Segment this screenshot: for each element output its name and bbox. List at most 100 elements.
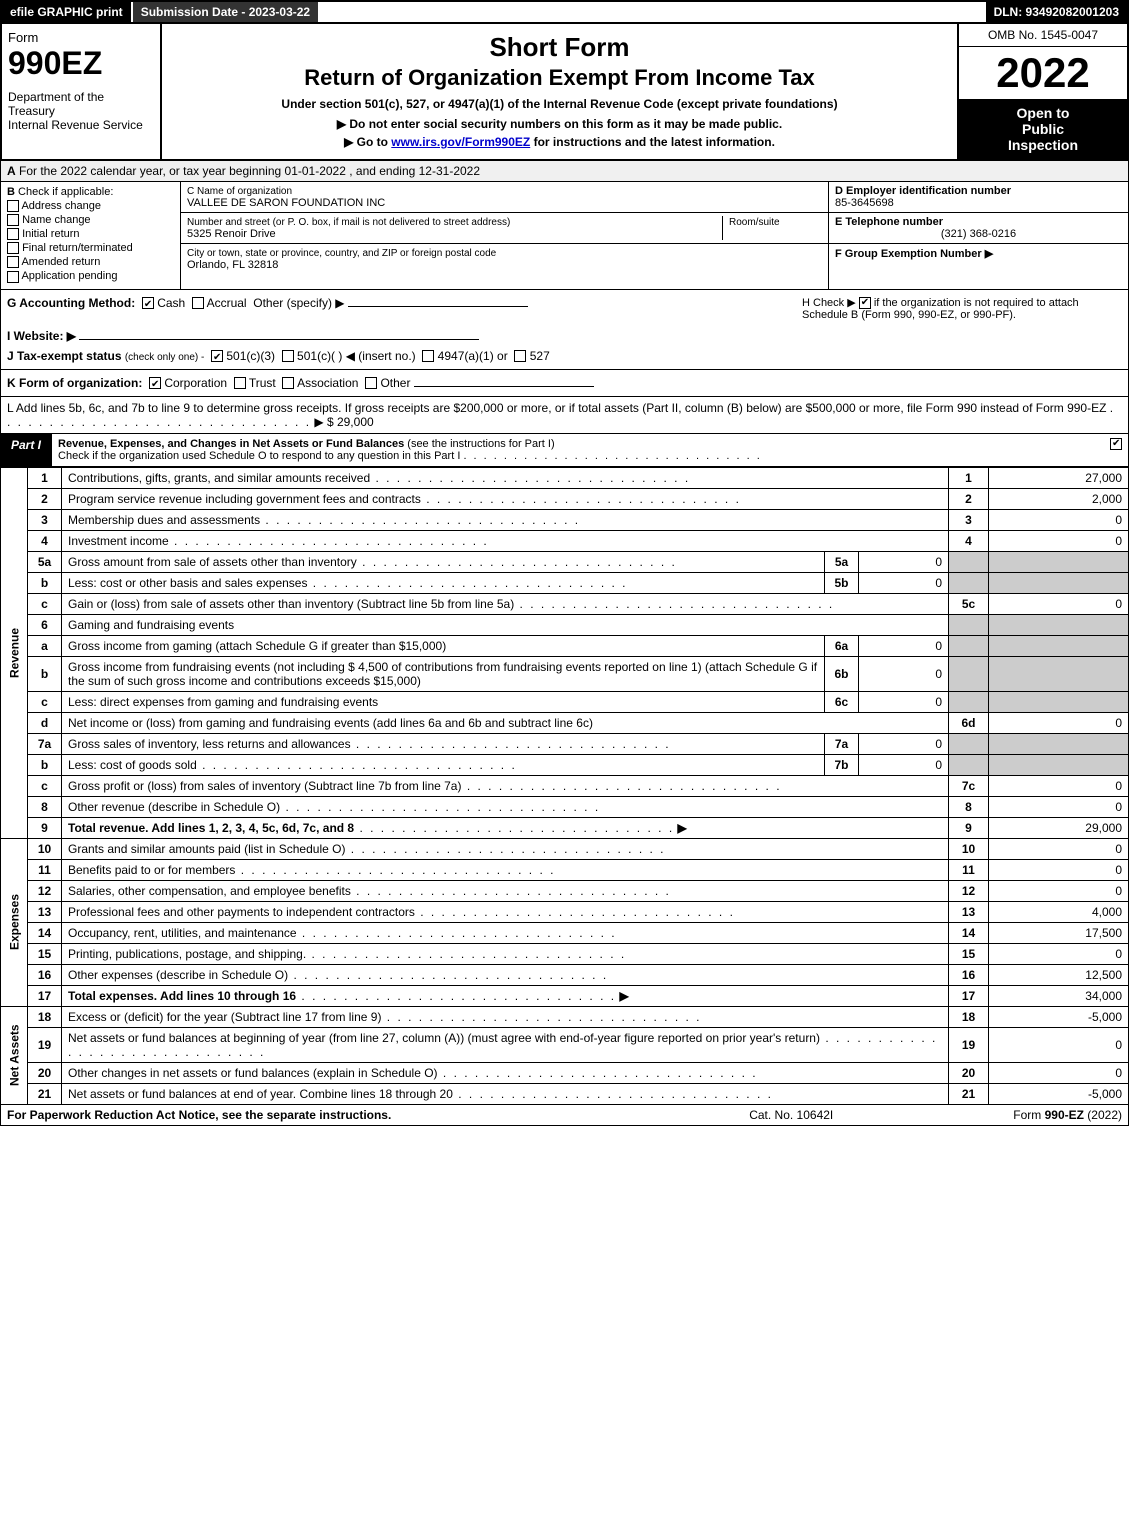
footer-paperwork: For Paperwork Reduction Act Notice, see …	[7, 1108, 391, 1122]
section-bcdef: B Check if applicable: Address change Na…	[0, 182, 1129, 290]
b-label: Check if applicable:	[18, 186, 113, 198]
row-18: Net Assets 18 Excess or (deficit) for th…	[1, 1006, 1129, 1027]
c-street-label: Number and street (or P. O. box, if mail…	[187, 217, 510, 228]
k-trust: Trust	[249, 376, 276, 390]
c-name-label: C Name of organization	[187, 186, 292, 197]
row-15: 15 Printing, publications, postage, and …	[1, 943, 1129, 964]
form-number: 990EZ	[8, 45, 154, 82]
c-street-row: Number and street (or P. O. box, if mail…	[181, 213, 828, 244]
row-3: 3 Membership dues and assessments 3 0	[1, 509, 1129, 530]
chk-501c[interactable]	[282, 350, 294, 362]
e-label: E Telephone number	[835, 216, 943, 228]
part1-title-row: Revenue, Expenses, and Changes in Net As…	[51, 434, 1128, 466]
row-l-gross-receipts: L Add lines 5b, 6c, and 7b to line 9 to …	[0, 397, 1129, 434]
department-label: Department of the Treasury Internal Reve…	[8, 90, 154, 132]
row-7b: b Less: cost of goods sold 7b 0	[1, 754, 1129, 775]
h-schedule-b: H Check ▶ if the organization is not req…	[802, 296, 1122, 321]
part1-hint: (see the instructions for Part I)	[407, 438, 554, 450]
chk-trust[interactable]	[234, 377, 246, 389]
vlabel-revenue: Revenue	[1, 467, 28, 838]
dln-label: DLN: 93492082001203	[986, 2, 1127, 22]
footer-cat-no: Cat. No. 10642I	[749, 1108, 833, 1122]
chk-name-change[interactable]: Name change	[7, 214, 174, 226]
k-other-input[interactable]	[414, 386, 594, 387]
row-1: Revenue 1 Contributions, gifts, grants, …	[1, 467, 1129, 488]
open1: Open to	[961, 105, 1125, 121]
footer-form-num: Form 990-EZ (2022)	[1013, 1108, 1122, 1122]
chk-final-return[interactable]: Final return/terminated	[7, 242, 174, 254]
chk-other-org[interactable]	[365, 377, 377, 389]
i-website-row: I Website: ▶	[7, 329, 1122, 343]
website-input[interactable]	[79, 339, 479, 340]
g-label: G Accounting Method:	[7, 296, 135, 310]
chk-amended-return[interactable]: Amended return	[7, 256, 174, 268]
row-16: 16 Other expenses (describe in Schedule …	[1, 964, 1129, 985]
part1-table: Revenue 1 Contributions, gifts, grants, …	[0, 467, 1129, 1105]
part1-title: Revenue, Expenses, and Changes in Net As…	[58, 438, 404, 450]
row-a-calendar-year: A For the 2022 calendar year, or tax yea…	[0, 161, 1129, 182]
h-pre: H Check ▶	[802, 297, 859, 309]
omb-number: OMB No. 1545-0047	[959, 24, 1127, 47]
chk-501c3[interactable]	[211, 350, 223, 362]
part1-header: Part I Revenue, Expenses, and Changes in…	[0, 434, 1129, 467]
g-other-input[interactable]	[348, 306, 528, 307]
chk-corporation[interactable]	[149, 377, 161, 389]
part1-num: Part I	[1, 434, 51, 466]
irs-link[interactable]: www.irs.gov/Form990EZ	[391, 135, 530, 149]
header-left: Form 990EZ Department of the Treasury In…	[2, 24, 162, 159]
j-insert: ◀ (insert no.)	[346, 349, 416, 363]
chk-initial-return[interactable]: Initial return	[7, 228, 174, 240]
j-tax-exempt-row: J Tax-exempt status (check only one) - 5…	[7, 349, 1122, 363]
form-label: Form	[8, 30, 154, 45]
j-label: J Tax-exempt status	[7, 349, 122, 363]
chk-4947[interactable]	[422, 350, 434, 362]
org-name: VALLEE DE SARON FOUNDATION INC	[187, 197, 385, 209]
j-opt4: 527	[530, 349, 550, 363]
row-17: 17 Total expenses. Add lines 10 through …	[1, 985, 1129, 1006]
vlabel-expenses: Expenses	[1, 838, 28, 1006]
open2: Public	[961, 121, 1125, 137]
dept-text: Department of the Treasury	[8, 90, 104, 118]
top-bar: efile GRAPHIC print Submission Date - 20…	[0, 0, 1129, 24]
org-city: Orlando, FL 32818	[187, 259, 278, 271]
j-hint: (check only one) -	[125, 352, 204, 363]
row-5c: c Gain or (loss) from sale of assets oth…	[1, 593, 1129, 614]
chk-address-change[interactable]: Address change	[7, 200, 174, 212]
header-subtitle: Under section 501(c), 527, or 4947(a)(1)…	[172, 97, 947, 111]
row-12: 12 Salaries, other compensation, and emp…	[1, 880, 1129, 901]
chk-schedule-b[interactable]	[859, 297, 871, 309]
instr2-pre: ▶ Go to	[344, 135, 391, 149]
chk-accrual[interactable]	[192, 297, 204, 309]
phone-value: (321) 368-0216	[835, 228, 1122, 240]
row-6b: b Gross income from fundraising events (…	[1, 656, 1129, 691]
instr-ssn: ▶ Do not enter social security numbers o…	[172, 117, 947, 131]
row-a-text: For the 2022 calendar year, or tax year …	[19, 164, 480, 178]
l-text: L Add lines 5b, 6c, and 7b to line 9 to …	[7, 401, 1106, 415]
j-opt1: 501(c)(3)	[226, 349, 275, 363]
page-footer: For Paperwork Reduction Act Notice, see …	[0, 1105, 1129, 1126]
row-6d: d Net income or (loss) from gaming and f…	[1, 712, 1129, 733]
col-defh: D Employer identification number 85-3645…	[828, 182, 1128, 289]
row-6: 6 Gaming and fundraising events	[1, 614, 1129, 635]
chk-cash[interactable]	[142, 297, 154, 309]
chk-application-pending[interactable]: Application pending	[7, 270, 174, 282]
irs-text: Internal Revenue Service	[8, 118, 143, 132]
org-street: 5325 Renoir Drive	[187, 228, 276, 240]
d-label: D Employer identification number	[835, 185, 1011, 197]
row-5a: 5a Gross amount from sale of assets othe…	[1, 551, 1129, 572]
chk-association[interactable]	[282, 377, 294, 389]
k-assoc: Association	[297, 376, 358, 390]
part1-check-text: Check if the organization used Schedule …	[58, 450, 460, 462]
c-city-row: City or town, state or province, country…	[181, 244, 828, 274]
row-10: Expenses 10 Grants and similar amounts p…	[1, 838, 1129, 859]
chk-part1-schedule-o[interactable]	[1110, 438, 1122, 450]
g-accounting: G Accounting Method: Cash Accrual Other …	[7, 296, 528, 321]
k-corp: Corporation	[164, 376, 227, 390]
chk-527[interactable]	[514, 350, 526, 362]
form-header: Form 990EZ Department of the Treasury In…	[0, 24, 1129, 161]
header-center: Short Form Return of Organization Exempt…	[162, 24, 957, 159]
tax-year: 2022	[959, 47, 1127, 99]
f-group-row: F Group Exemption Number ▶	[829, 244, 1128, 263]
c-city-label: City or town, state or province, country…	[187, 248, 496, 259]
i-label: I Website: ▶	[7, 329, 76, 343]
